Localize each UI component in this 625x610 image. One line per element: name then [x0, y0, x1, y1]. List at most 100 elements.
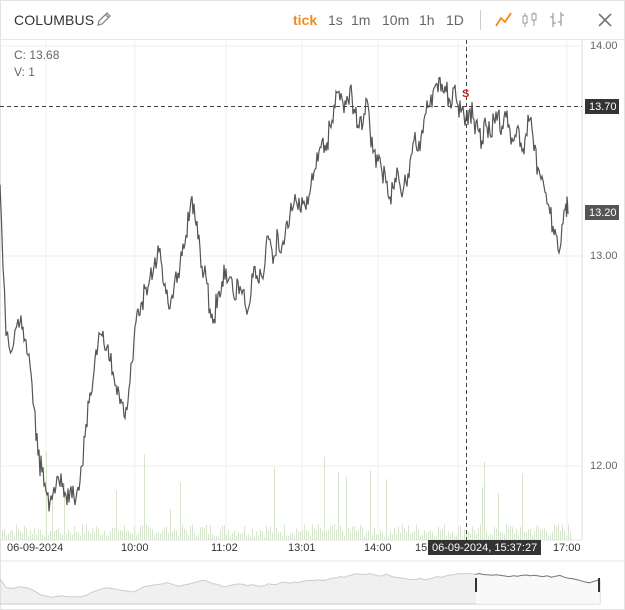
volume-bar — [402, 524, 403, 540]
volume-bar — [60, 533, 61, 540]
x-tick-label: 14:00 — [364, 542, 392, 554]
interval-1m[interactable]: 1m — [351, 12, 371, 28]
volume-bar — [510, 525, 511, 540]
pencil-icon[interactable] — [95, 10, 113, 28]
volume-bar — [290, 534, 291, 540]
navigator — [0, 560, 625, 605]
interval-1d[interactable]: 1D — [446, 12, 464, 28]
volume-bar — [522, 473, 523, 540]
volume-bar — [374, 527, 375, 540]
volume-bar — [528, 529, 529, 540]
volume-bar — [136, 535, 137, 540]
volume-bars — [2, 451, 571, 540]
volume-bar — [278, 533, 279, 540]
volume-bar — [274, 466, 275, 540]
volume-bar — [12, 529, 13, 540]
chart-toolbar: COLUMBUS tick 1s 1m 10m 1h 1D — [0, 0, 625, 40]
volume-bar — [48, 535, 49, 540]
volume-bar — [178, 535, 179, 540]
crosshair-y-label: 13.70 — [589, 101, 617, 113]
volume-bar — [418, 529, 419, 540]
volume-bar — [70, 532, 71, 540]
volume-bar — [190, 525, 191, 540]
volume-bar — [362, 526, 363, 540]
volume-bar — [254, 535, 255, 540]
volume-bar — [302, 529, 303, 540]
volume-bar — [180, 482, 181, 540]
ohlc-bars-icon[interactable] — [547, 10, 567, 30]
volume-bar — [92, 528, 93, 540]
volume-bar — [62, 534, 63, 540]
navigator-handle-left[interactable] — [475, 578, 477, 592]
volume-bar — [200, 527, 201, 540]
symbol-name[interactable]: COLUMBUS — [14, 12, 95, 28]
volume-bar — [518, 535, 519, 540]
volume-bar — [208, 533, 209, 540]
volume-bar — [194, 533, 195, 540]
volume-bar — [146, 524, 147, 540]
volume-bar — [244, 525, 245, 540]
volume-bar — [74, 526, 75, 540]
volume-bar — [454, 536, 455, 540]
volume-bar — [514, 533, 515, 540]
volume-bar — [330, 527, 331, 540]
close-icon[interactable] — [595, 10, 615, 30]
volume-bar — [394, 527, 395, 540]
volume-bar — [18, 528, 19, 540]
interval-1h[interactable]: 1h — [419, 12, 435, 28]
volume-bar — [566, 535, 567, 540]
x-tick-label: 17:00 — [553, 542, 581, 554]
volume-bar — [436, 536, 437, 540]
volume-bar — [404, 528, 405, 540]
volume-bar — [212, 534, 213, 540]
volume-bar — [336, 529, 337, 540]
volume-bar — [438, 526, 439, 540]
interval-1s[interactable]: 1s — [328, 12, 343, 28]
volume-bar — [540, 529, 541, 540]
volume-bar — [544, 528, 545, 540]
crosshair-x-bg — [428, 540, 541, 555]
volume-bar — [380, 529, 381, 540]
volume-bar — [340, 525, 341, 540]
volume-bar — [100, 535, 101, 540]
volume-bar — [482, 487, 483, 540]
candlestick-icon[interactable] — [520, 10, 540, 30]
volume-bar — [68, 529, 69, 540]
volume-bar — [64, 483, 65, 540]
crosshair-y-badge: 13.70 — [585, 99, 619, 114]
volume-bar — [2, 530, 3, 540]
volume-bar — [468, 532, 469, 540]
volume-bar — [142, 524, 143, 540]
volume-bar — [198, 534, 199, 540]
volume-bar — [494, 526, 495, 540]
volume-bar — [412, 532, 413, 540]
x-tick-label: 06-09-2024 — [7, 542, 63, 554]
interval-10m[interactable]: 10m — [382, 12, 410, 28]
close-value: C: 13.68 — [14, 48, 60, 62]
volume-bar — [352, 526, 353, 540]
navigator-handle-right[interactable] — [598, 578, 600, 592]
y-tick-label: 12.00 — [590, 460, 618, 472]
volume-bar — [296, 528, 297, 540]
volume-bar — [452, 531, 453, 540]
volume-bar — [396, 533, 397, 540]
volume-bar — [104, 530, 105, 540]
last-price-badge: 13.20 — [585, 205, 619, 220]
volume-bar — [40, 530, 41, 540]
volume-bar — [76, 532, 77, 540]
line-chart-icon[interactable] — [494, 10, 514, 30]
volume-bar — [272, 532, 273, 540]
volume-bar — [126, 530, 127, 540]
volume-bar — [472, 526, 473, 540]
volume-bar — [530, 529, 531, 540]
interval-tick[interactable]: tick — [293, 12, 318, 28]
volume-bar — [434, 536, 435, 540]
volume-bar — [172, 531, 173, 540]
volume-bar — [398, 526, 399, 540]
volume-bar — [312, 524, 313, 540]
last-price-label: 13.20 — [589, 207, 617, 219]
volume-bar — [324, 456, 325, 540]
y-tick-label: 14.00 — [590, 40, 618, 52]
volume-bar — [462, 536, 463, 540]
